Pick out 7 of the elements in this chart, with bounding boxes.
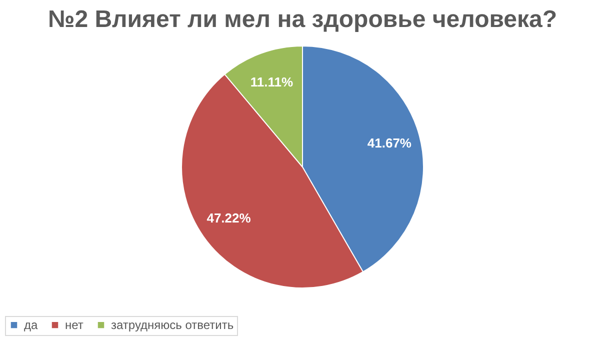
legend-label: затрудняюсь ответить (111, 318, 234, 332)
legend-label: да (24, 318, 38, 332)
data-label: 11.11% (250, 74, 294, 90)
data-label: 47.22% (206, 210, 252, 226)
data-label: 41.67% (367, 136, 412, 151)
chart-title: №2 Влияет ли мел на здоровье человека? (48, 6, 558, 33)
legend-label: нет (65, 318, 84, 332)
